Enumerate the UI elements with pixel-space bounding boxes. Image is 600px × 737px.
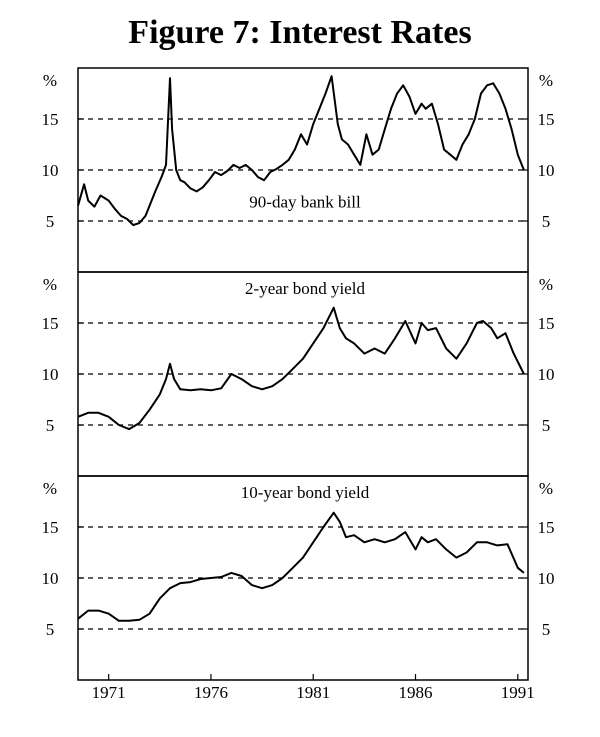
x-tick-label: 1986 <box>399 683 433 702</box>
y-tick-label-right: 15 <box>538 518 555 537</box>
unit-label-left: % <box>43 71 57 90</box>
y-tick-label-right: 15 <box>538 314 555 333</box>
y-tick-label-left: 10 <box>42 365 59 384</box>
y-tick-label-left: 15 <box>42 110 59 129</box>
unit-label-right: % <box>539 71 553 90</box>
x-tick-label: 1991 <box>501 683 535 702</box>
y-tick-label-right: 10 <box>538 161 555 180</box>
y-tick-label-left: 5 <box>46 620 55 639</box>
y-tick-label-right: 5 <box>542 212 551 231</box>
series-label: 10-year bond yield <box>241 483 370 502</box>
unit-label-right: % <box>539 479 553 498</box>
y-tick-label-right: 5 <box>542 416 551 435</box>
unit-label-left: % <box>43 479 57 498</box>
y-tick-label-left: 5 <box>46 416 55 435</box>
y-tick-label-left: 10 <box>42 161 59 180</box>
y-tick-label-left: 10 <box>42 569 59 588</box>
x-tick-label: 1971 <box>92 683 126 702</box>
series-line <box>77 306 525 431</box>
y-tick-label-left: 15 <box>42 518 59 537</box>
y-tick-label-right: 10 <box>538 569 555 588</box>
y-tick-label-left: 15 <box>42 314 59 333</box>
y-tick-label-left: 5 <box>46 212 55 231</box>
series-label: 2-year bond yield <box>245 279 365 298</box>
figure-title: Figure 7: Interest Rates <box>128 14 472 51</box>
unit-label-right: % <box>539 275 553 294</box>
unit-label-left: % <box>43 275 57 294</box>
y-tick-label-right: 10 <box>538 365 555 384</box>
x-tick-label: 1976 <box>194 683 228 702</box>
series-line <box>77 75 525 227</box>
y-tick-label-right: 5 <box>542 620 551 639</box>
series-line <box>77 511 525 622</box>
x-tick-label: 1981 <box>296 683 330 702</box>
y-tick-label-right: 15 <box>538 110 555 129</box>
series-label: 90-day bank bill <box>249 193 361 212</box>
